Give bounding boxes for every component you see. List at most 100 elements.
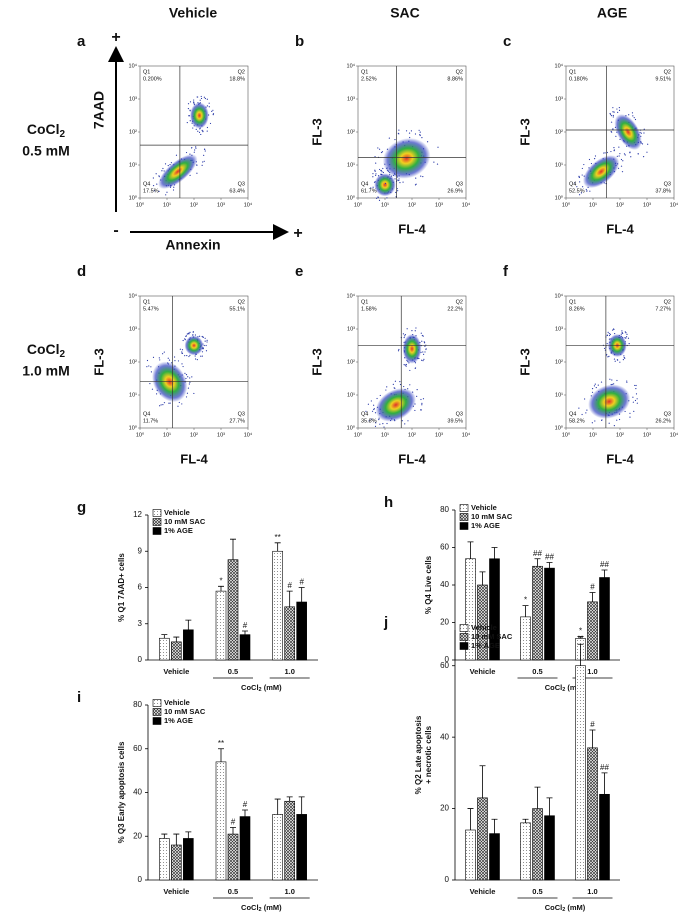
event-dot — [594, 155, 597, 157]
legend-label: 10 mM SAC — [471, 632, 513, 641]
y-axis-label: % Q1 7AAD+ cells — [117, 553, 126, 622]
event-dot — [382, 171, 385, 174]
event-dot — [629, 416, 631, 418]
x-axis-title-text: CoCl — [545, 903, 563, 912]
x-axis-title: CoCl2 (mM) — [241, 903, 282, 913]
error-bar — [274, 798, 281, 815]
event-dot — [420, 175, 422, 177]
error-bar — [161, 833, 168, 839]
event-dot — [606, 343, 608, 345]
event-dot — [402, 181, 404, 183]
event-dot — [378, 418, 380, 421]
event-dot — [633, 117, 635, 119]
significance: ## — [545, 553, 554, 562]
x-axis-title-sub: 2 — [259, 687, 262, 693]
y-tick-label: 10⁴ — [129, 62, 138, 69]
event-dot — [379, 394, 381, 397]
event-dot — [612, 107, 614, 109]
y-tick-label: 10⁴ — [555, 292, 564, 299]
y-tick-label: 10² — [555, 359, 563, 365]
panel-letter: f — [503, 263, 509, 280]
event-dot — [414, 184, 417, 186]
bar — [215, 761, 227, 881]
error-bar — [230, 538, 236, 560]
event-dot — [201, 355, 203, 357]
event-dot — [610, 131, 613, 133]
y-tick-label: 10⁴ — [347, 292, 356, 299]
event-dot — [617, 167, 620, 169]
y-tick-label: 40 — [440, 580, 449, 589]
event-dot — [581, 413, 583, 416]
event-dot — [384, 182, 387, 185]
event-dot — [189, 377, 191, 379]
event-dot — [612, 114, 614, 117]
event-dot — [613, 328, 615, 331]
significance: # — [590, 720, 595, 729]
event-dot — [634, 118, 637, 121]
event-dot — [398, 129, 400, 131]
quadrant-name: Q2 — [238, 299, 245, 305]
event-dot — [372, 173, 374, 175]
event-dot — [186, 354, 188, 357]
event-dot — [179, 348, 181, 350]
event-dot — [394, 380, 397, 382]
event-dot — [627, 337, 630, 339]
event-dot — [405, 130, 408, 132]
event-dot — [186, 392, 189, 394]
quadrant-name: Q3 — [664, 411, 671, 417]
event-dot — [407, 420, 409, 422]
event-dot — [372, 186, 374, 188]
event-dot — [195, 147, 197, 149]
x-tick-label: Vehicle — [470, 887, 496, 896]
event-dot — [379, 423, 381, 425]
y-tick-label: 9 — [138, 546, 143, 555]
event-dot — [175, 154, 178, 156]
y-tick-label: 10¹ — [555, 392, 563, 398]
bar — [183, 838, 194, 881]
error-bar — [298, 587, 305, 602]
event-dot — [405, 363, 407, 366]
error-bar — [286, 590, 293, 607]
event-density — [152, 361, 188, 403]
event-dot — [201, 164, 203, 166]
legend-swatch — [459, 624, 469, 632]
event-dot — [635, 384, 637, 387]
event-dot — [607, 356, 609, 358]
event-dot — [628, 114, 630, 116]
y-tick-label: 80 — [440, 505, 449, 514]
event-dot — [419, 131, 421, 133]
y-tick-label: 10⁰ — [555, 194, 564, 201]
quadrant-percent: 26.2% — [655, 418, 671, 424]
quadrant-percent: 2.52% — [361, 76, 377, 82]
event-dot — [197, 130, 199, 132]
event-dot — [201, 129, 203, 131]
event-dot — [377, 147, 379, 149]
event-dot — [398, 178, 400, 180]
event-dot — [152, 356, 155, 359]
quadrant-name: Q2 — [456, 299, 463, 305]
event-dot — [626, 380, 628, 382]
event-dot — [423, 353, 425, 356]
event-dot — [608, 422, 610, 424]
event-dot — [622, 358, 624, 361]
event-dot — [414, 367, 417, 369]
event-dot — [398, 179, 400, 182]
y-tick-label: 10¹ — [347, 162, 355, 168]
event-dot — [151, 388, 154, 390]
bar — [544, 567, 555, 661]
event-dot — [162, 353, 164, 355]
x-tick-label: 1.0 — [587, 667, 597, 676]
event-dot — [643, 132, 645, 134]
quadrant-percent: 52.5% — [569, 188, 585, 194]
quadrant-name: Q1 — [361, 69, 368, 75]
event-dot — [422, 175, 424, 178]
event-dot — [418, 129, 420, 131]
legend-label: 1% AGE — [471, 641, 500, 650]
quadrant-name: Q1 — [361, 299, 368, 305]
quadrant-name: Q3 — [456, 411, 463, 417]
x-axis-label: FL-4 — [398, 221, 426, 236]
y-tick-label: 0 — [445, 655, 450, 664]
x-tick-label: 10³ — [217, 432, 225, 438]
bar — [465, 829, 476, 881]
legend-label: 1% AGE — [471, 521, 500, 530]
